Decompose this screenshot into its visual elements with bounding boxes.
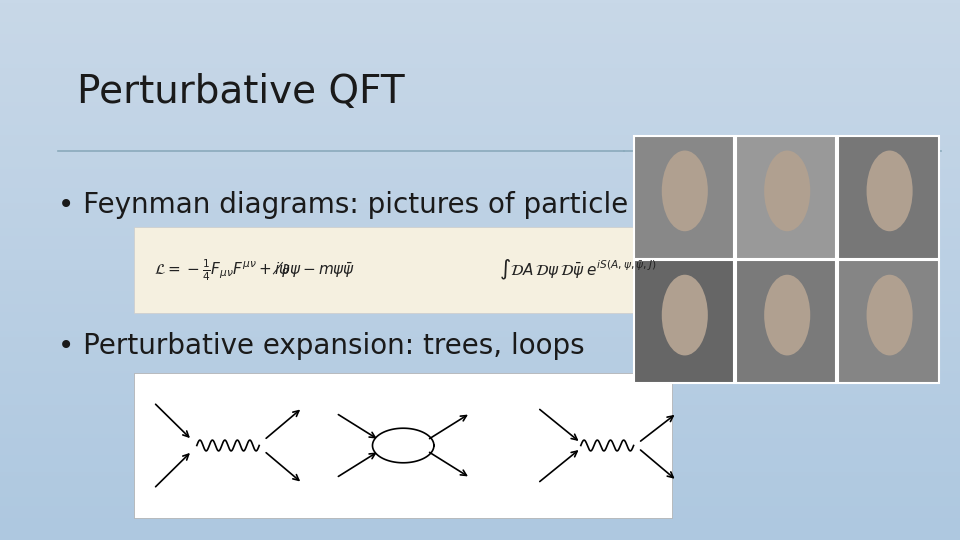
Text: $\mathcal{L} = -\frac{1}{4}F_{\mu\nu}F^{\mu\nu} + i\psi\!\!\not\!\partial\psi - : $\mathcal{L} = -\frac{1}{4}F_{\mu\nu}F^{… — [154, 257, 355, 283]
Text: $\int \mathcal{D}A\,\mathcal{D}\psi\,\mathcal{D}\bar\psi\; e^{iS(A,\psi,\bar\psi: $\int \mathcal{D}A\,\mathcal{D}\psi\,\ma… — [499, 258, 657, 282]
FancyBboxPatch shape — [736, 136, 836, 259]
Ellipse shape — [764, 151, 810, 231]
FancyBboxPatch shape — [838, 136, 939, 259]
Ellipse shape — [661, 275, 708, 355]
FancyBboxPatch shape — [736, 260, 836, 383]
FancyBboxPatch shape — [838, 260, 939, 383]
Ellipse shape — [764, 275, 810, 355]
Text: • Perturbative expansion: trees, loops: • Perturbative expansion: trees, loops — [58, 332, 585, 360]
FancyBboxPatch shape — [134, 373, 672, 518]
Ellipse shape — [867, 275, 913, 355]
Ellipse shape — [867, 151, 913, 231]
FancyBboxPatch shape — [634, 136, 734, 259]
Text: Perturbative QFT: Perturbative QFT — [77, 73, 404, 111]
FancyBboxPatch shape — [134, 227, 672, 313]
Text: • Feynman diagrams: pictures of particle interactions: • Feynman diagrams: pictures of particle… — [58, 191, 802, 219]
Ellipse shape — [661, 151, 708, 231]
FancyBboxPatch shape — [634, 260, 734, 383]
